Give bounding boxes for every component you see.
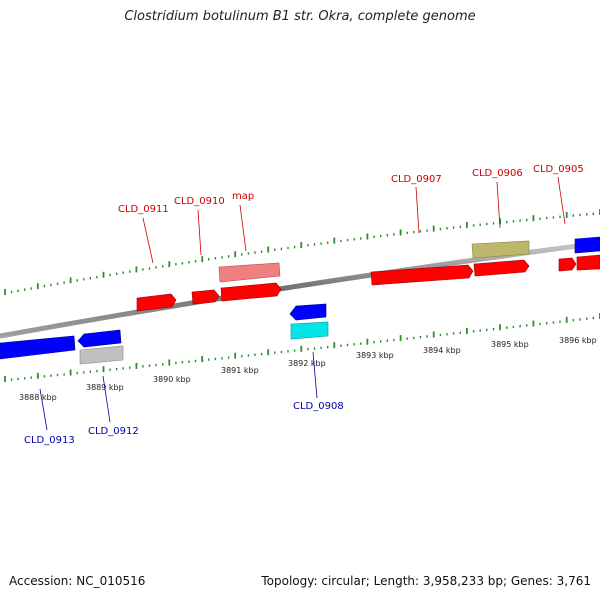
- gene-cld-0906[interactable]: [473, 259, 530, 277]
- gene-cld-0907[interactable]: [370, 264, 474, 286]
- gene-cld-0908[interactable]: [289, 303, 327, 321]
- forward-tick-track: [4, 209, 600, 295]
- gene-label-cld-0910: CLD_0910: [174, 196, 225, 207]
- gene-cld-0912-rna[interactable]: [79, 345, 124, 365]
- gene-map-rna[interactable]: [218, 262, 281, 283]
- kbp-label-3891: 3891 kbp: [221, 366, 259, 375]
- kbp-label-3890: 3890 kbp: [153, 375, 191, 384]
- gene-edge-reverse[interactable]: [574, 236, 600, 254]
- gene-cld-0906-rna[interactable]: [471, 240, 530, 259]
- gene-label-cld-0905: CLD_0905: [533, 164, 584, 175]
- gene-labels: CLD_0911 CLD_0910 map CLD_0907 CLD_0906 …: [24, 164, 584, 446]
- genome-summary-text: Topology: circular; Length: 3,958,233 bp…: [261, 574, 591, 588]
- gene-label-cld-0907: CLD_0907: [391, 174, 442, 185]
- gene-edge-forward[interactable]: [576, 254, 600, 271]
- reverse-genes: [0, 236, 600, 365]
- gene-label-map: map: [232, 191, 254, 202]
- gene-label-cld-0906: CLD_0906: [472, 168, 523, 179]
- gene-cld-0912[interactable]: [77, 329, 122, 348]
- gene-cld-0911[interactable]: [136, 293, 177, 312]
- kbp-label-3892: 3892 kbp: [288, 359, 326, 368]
- reverse-tick-track: [4, 313, 600, 382]
- gene-label-cld-0908: CLD_0908: [293, 401, 344, 412]
- gene-cld-0913[interactable]: [0, 335, 76, 360]
- kbp-label-3896: 3896 kbp: [559, 336, 597, 345]
- kbp-label-3894: 3894 kbp: [423, 346, 461, 355]
- gene-cld-0908-rna[interactable]: [290, 321, 329, 340]
- forward-genes: [136, 240, 600, 312]
- label-leaders: [39, 176, 566, 431]
- gene-label-cld-0913: CLD_0913: [24, 435, 75, 446]
- kbp-label-3888: 3888 kbp: [19, 393, 57, 402]
- gene-cld-0910[interactable]: [191, 289, 220, 305]
- map-title: Clostridium botulinum B1 str. Okra, comp…: [124, 9, 476, 24]
- gene-map[interactable]: [220, 282, 282, 302]
- kbp-label-3895: 3895 kbp: [491, 340, 529, 349]
- kbp-label-3893: 3893 kbp: [356, 351, 394, 360]
- gene-cld-0905[interactable]: [558, 257, 577, 272]
- genome-backbone: [0, 240, 600, 339]
- gene-label-cld-0911: CLD_0911: [118, 204, 169, 215]
- gene-label-cld-0912: CLD_0912: [88, 426, 139, 437]
- accession-text: Accession: NC_010516: [9, 574, 146, 588]
